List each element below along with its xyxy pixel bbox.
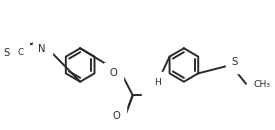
Text: CH₃: CH₃ [254,80,271,89]
Text: C: C [17,48,23,57]
Text: N: N [148,82,155,92]
Text: O: O [110,68,118,78]
Text: S: S [3,48,9,58]
Text: O: O [113,111,120,121]
Text: S: S [231,57,237,67]
Text: H: H [154,78,161,87]
Text: N: N [39,44,46,54]
